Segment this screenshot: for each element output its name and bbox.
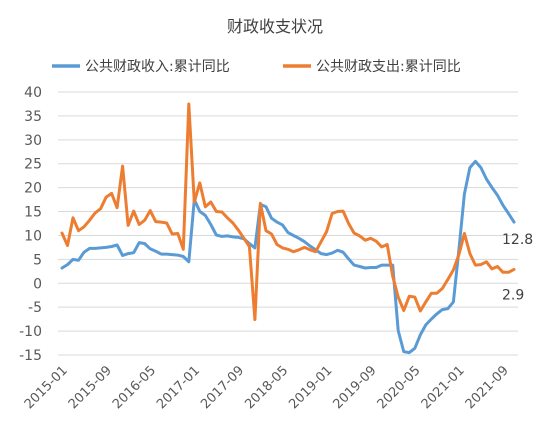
x-tick-label-8: 2020-05 [375, 363, 424, 412]
x-tick-label-7: 2019-09 [330, 363, 379, 412]
legend-label-0: 公共财政收入:累计同比 [85, 59, 230, 75]
x-tick-label-3: 2017-01 [154, 363, 203, 412]
x-tick-label-5: 2018-05 [242, 363, 291, 412]
x-tick-label-6: 2019-01 [286, 363, 335, 412]
chart-title: 财政收支状况 [227, 17, 323, 36]
y-tick-label-11: 40 [24, 85, 42, 101]
x-axis: 2015-012015-092016-052017-012017-092018-… [22, 363, 512, 412]
y-tick-label-9: 30 [24, 133, 42, 149]
y-tick-label-3: 0 [33, 276, 42, 292]
x-tick-label-9: 2021-01 [419, 363, 468, 412]
y-tick-label-0: -15 [19, 348, 42, 364]
end-label-0: 12.8 [502, 232, 533, 248]
end-labels: 12.8 2.9 [502, 232, 533, 303]
y-tick-label-1: -10 [19, 324, 42, 340]
y-tick-label-6: 15 [24, 205, 42, 221]
end-label-1: 2.9 [502, 287, 524, 303]
series-line-1 [60, 102, 516, 322]
x-tick-label-10: 2021-09 [463, 363, 512, 412]
x-tick-label-4: 2017-09 [198, 363, 247, 412]
y-axis: -15 -10 -5 0 5 10 15 20 25 30 35 40 [19, 85, 42, 364]
x-tick-label-0: 2015-01 [22, 363, 71, 412]
legend: 公共财政收入:累计同比 公共财政支出:累计同比 [52, 59, 461, 75]
series-layer [60, 102, 516, 355]
legend-label-1: 公共财政支出:累计同比 [316, 59, 461, 75]
y-tick-label-8: 25 [24, 157, 42, 173]
y-tick-label-4: 5 [33, 252, 42, 268]
y-tick-label-7: 20 [24, 181, 42, 197]
gridlines [58, 91, 518, 356]
x-tick-label-2: 2016-05 [110, 363, 159, 412]
series-line-0 [60, 159, 516, 355]
y-tick-label-2: -5 [28, 300, 42, 316]
y-tick-label-10: 35 [24, 109, 42, 125]
x-tick-label-1: 2015-09 [66, 363, 115, 412]
y-tick-label-5: 10 [24, 228, 42, 244]
